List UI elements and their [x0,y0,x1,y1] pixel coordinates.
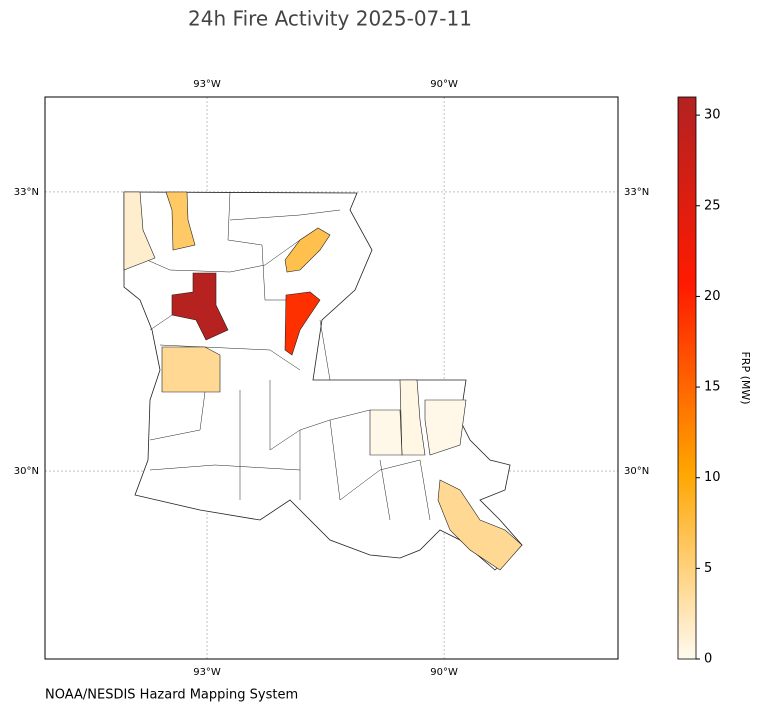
y-tick-label: 30°N [14,466,39,477]
fire-region [437,479,523,571]
x-tick-label: 90°W [430,79,458,90]
x-tick-label: 90°W [430,667,458,678]
source: NOAA/NESDIS Hazard Mapping System [45,688,298,703]
fire-region [424,399,467,456]
chart-title: 24h Fire Activity 2025-07-11 [188,7,472,31]
fire-region [165,191,196,251]
fire-region [161,346,221,393]
parish-borders [123,191,431,521]
colorbar-tick-label: 25 [704,198,721,213]
fire-region [123,191,156,271]
colorbar-tick-label: 5 [704,561,712,576]
fire-region [171,272,229,341]
colorbar-tick-label: 15 [704,380,721,395]
x-tick-label: 93°W [193,79,221,90]
colorbar-tick-label: 10 [704,470,721,485]
colorbar-label: FRP (MW) [739,351,752,404]
y-tick-label: 30°N [624,466,649,477]
fire-region [369,409,403,456]
colorbar-tick-label: 30 [704,108,721,123]
x-tick-label: 93°W [193,667,221,678]
fire-region [284,291,321,356]
y-tick-label: 33°N [624,187,649,198]
fire-region [284,227,331,273]
colorbar-tick-label: 0 [704,652,712,667]
colorbar-tick-label: 20 [704,289,721,304]
map-frame [44,96,619,660]
colorbar [677,96,697,660]
y-tick-label: 33°N [14,187,39,198]
